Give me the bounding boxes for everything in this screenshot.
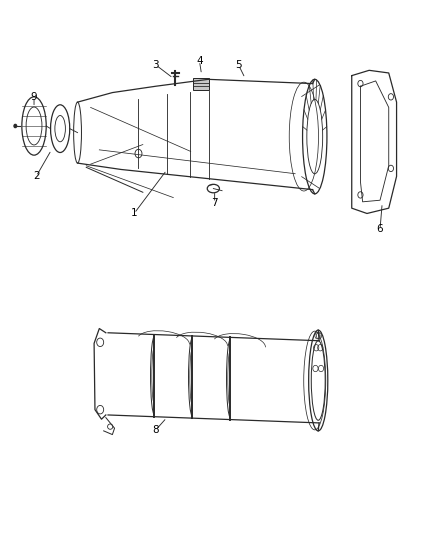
Circle shape [14,124,17,127]
Text: 2: 2 [33,172,39,181]
Text: 7: 7 [212,198,218,208]
Text: 9: 9 [31,92,37,102]
Text: 4: 4 [196,56,203,66]
Text: 6: 6 [377,224,383,235]
FancyBboxPatch shape [193,78,208,90]
Text: 5: 5 [235,60,242,70]
Text: 8: 8 [152,425,159,435]
Text: 3: 3 [152,60,159,70]
Text: 1: 1 [131,208,138,219]
